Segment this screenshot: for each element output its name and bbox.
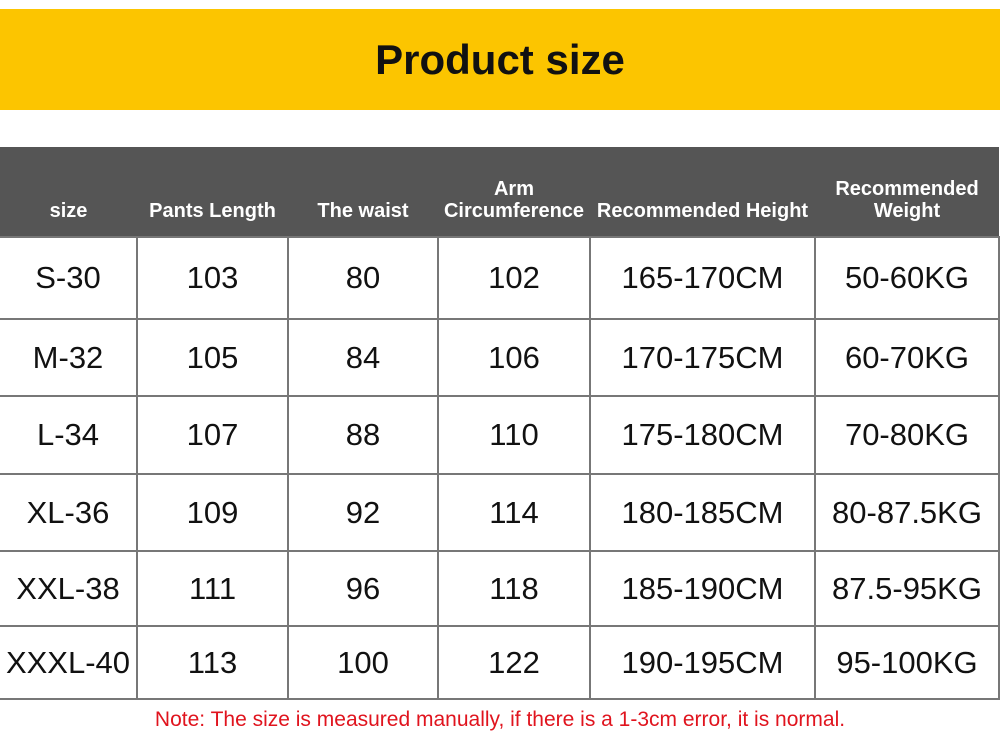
table-cell: 180-185CM: [589, 473, 816, 552]
table-cell: 113: [136, 625, 289, 700]
table-cell: 109: [136, 473, 289, 552]
header-row: size Pants Length The waist Arm Circumferen…: [0, 147, 999, 237]
table-cell: 80: [287, 236, 439, 320]
table-cell: 185-190CM: [589, 550, 816, 627]
table-cell: 88: [287, 395, 439, 475]
table-cell: 96: [287, 550, 439, 627]
size-table: size Pants Length The waist Arm Circumferen…: [0, 147, 1000, 700]
table-cell: 111: [136, 550, 289, 627]
column-header: size: [0, 147, 137, 237]
table-cell: XXXL-40: [0, 625, 138, 700]
table-cell: 165-170CM: [589, 236, 816, 320]
column-header: Pants Length: [137, 147, 288, 237]
table-cell: 103: [136, 236, 289, 320]
table-cell: 175-180CM: [589, 395, 816, 475]
table-cell: 84: [287, 318, 439, 397]
table-row: L-34 107 88 110 175-180CM 70-80KG: [0, 395, 1000, 475]
table-row: S-30 103 80 102 165-170CM 50-60KG: [0, 236, 1000, 320]
table-cell: 190-195CM: [589, 625, 816, 700]
table-cell: 105: [136, 318, 289, 397]
table-cell: L-34: [0, 395, 138, 475]
table-cell: 60-70KG: [814, 318, 1000, 397]
table-cell: 107: [136, 395, 289, 475]
page-title: Product size: [375, 35, 625, 83]
column-header: Recommended Weight: [815, 147, 999, 237]
table-cell: 80-87.5KG: [814, 473, 1000, 552]
table-cell: 170-175CM: [589, 318, 816, 397]
table-row: XXL-38 111 96 118 185-190CM 87.5-95KG: [0, 550, 1000, 627]
table-cell: M-32: [0, 318, 138, 397]
table-cell: S-30: [0, 236, 138, 320]
table-row: M-32 105 84 106 170-175CM 60-70KG: [0, 318, 1000, 397]
table-cell: 70-80KG: [814, 395, 1000, 475]
table-cell: 122: [437, 625, 591, 700]
table-cell: XL-36: [0, 473, 138, 552]
column-header: Arm Circumference: [438, 147, 590, 237]
table-cell: 87.5-95KG: [814, 550, 1000, 627]
table-cell: 50-60KG: [814, 236, 1000, 320]
table-cell: 95-100KG: [814, 625, 1000, 700]
table-row: XXXL-40 113 100 122 190-195CM 95-100KG: [0, 625, 1000, 700]
column-header: Recommended Height: [590, 147, 815, 237]
table-cell: 110: [437, 395, 591, 475]
table-cell: 92: [287, 473, 439, 552]
table-cell: 102: [437, 236, 591, 320]
table-row: XL-36 109 92 114 180-185CM 80-87.5KG: [0, 473, 1000, 552]
size-note: Note: The size is measured manually, if …: [154, 708, 846, 731]
title-banner: Product size: [0, 9, 1000, 110]
table-cell: 106: [437, 318, 591, 397]
table-cell: 114: [437, 473, 591, 552]
table-cell: 100: [287, 625, 439, 700]
table-cell: 118: [437, 550, 591, 627]
table-cell: XXL-38: [0, 550, 138, 627]
column-header: The waist: [288, 147, 438, 237]
